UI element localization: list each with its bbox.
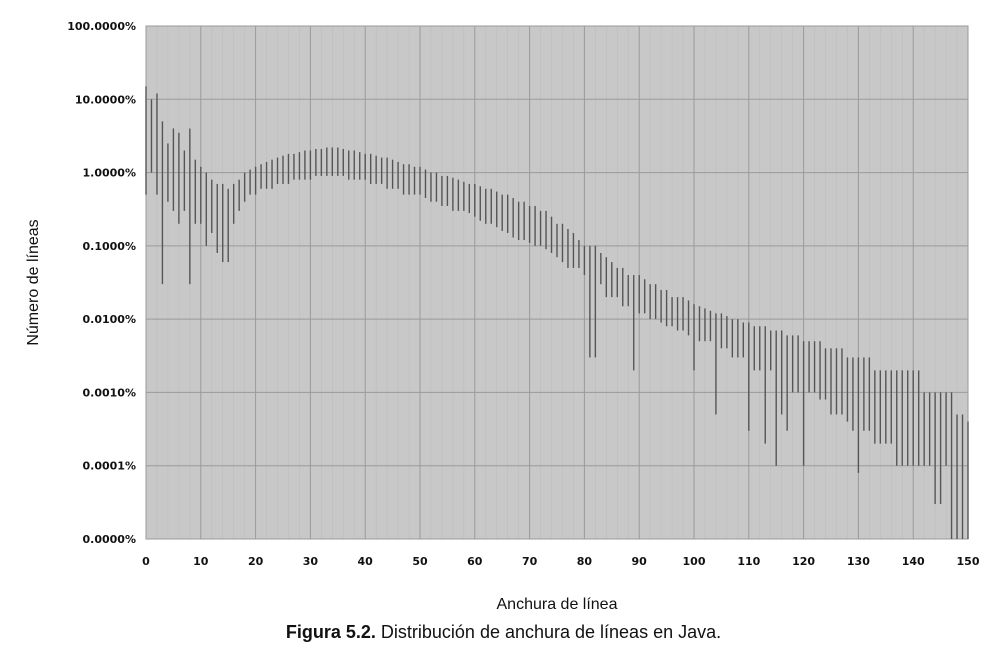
x-tick-label: 100 xyxy=(683,555,706,568)
figure-caption-label: Figura 5.2. xyxy=(285,622,376,642)
x-tick-label: 130 xyxy=(847,555,870,568)
x-tick-label: 140 xyxy=(902,555,925,568)
y-tick-label: 100.0000% xyxy=(67,20,136,33)
x-tick-label: 60 xyxy=(467,555,483,568)
y-tick-label: 0.0000% xyxy=(83,533,136,546)
x-tick-label: 20 xyxy=(248,555,264,568)
x-tick-label: 30 xyxy=(303,555,319,568)
gridlines xyxy=(145,25,969,540)
x-tick-label: 80 xyxy=(577,555,593,568)
x-axis-ticks: 0 10 20 30 40 50 60 70 80 90 100 110 120 130 140 150 xyxy=(142,555,980,568)
y-tick-label: 0.0010% xyxy=(83,386,136,399)
figure-caption: Figura 5.2. Distribución de anchura de l… xyxy=(0,622,1007,643)
y-tick-label: 0.0100% xyxy=(83,313,136,326)
x-tick-label: 0 xyxy=(142,555,150,568)
y-axis-ticks: 100.0000% 10.0000% 1.0000% 0.1000% 0.0100% 0.… xyxy=(67,20,136,546)
data-series xyxy=(145,86,969,539)
x-axis-title: Anchura de línea xyxy=(497,596,618,613)
x-tick-label: 90 xyxy=(632,555,648,568)
figure-caption-text: Distribución de anchura de líneas en Jav… xyxy=(375,622,722,642)
y-tick-label: 0.1000% xyxy=(83,240,136,253)
x-tick-label: 70 xyxy=(522,555,538,568)
x-tick-label: 40 xyxy=(358,555,374,568)
plot-area xyxy=(145,25,969,540)
y-tick-label: 1.0000% xyxy=(83,167,136,180)
x-tick-label: 50 xyxy=(412,555,428,568)
x-tick-label: 110 xyxy=(737,555,760,568)
x-tick-label: 150 xyxy=(957,555,980,568)
y-tick-label: 10.0000% xyxy=(75,93,136,106)
y-tick-label: 0.0001% xyxy=(83,460,136,473)
x-tick-label: 10 xyxy=(193,555,209,568)
x-tick-label: 120 xyxy=(792,555,815,568)
y-axis-title: Número de líneas xyxy=(25,219,42,345)
chart: 0 10 20 30 40 50 60 70 80 90 100 110 120 130 140 150 10… xyxy=(25,20,980,613)
